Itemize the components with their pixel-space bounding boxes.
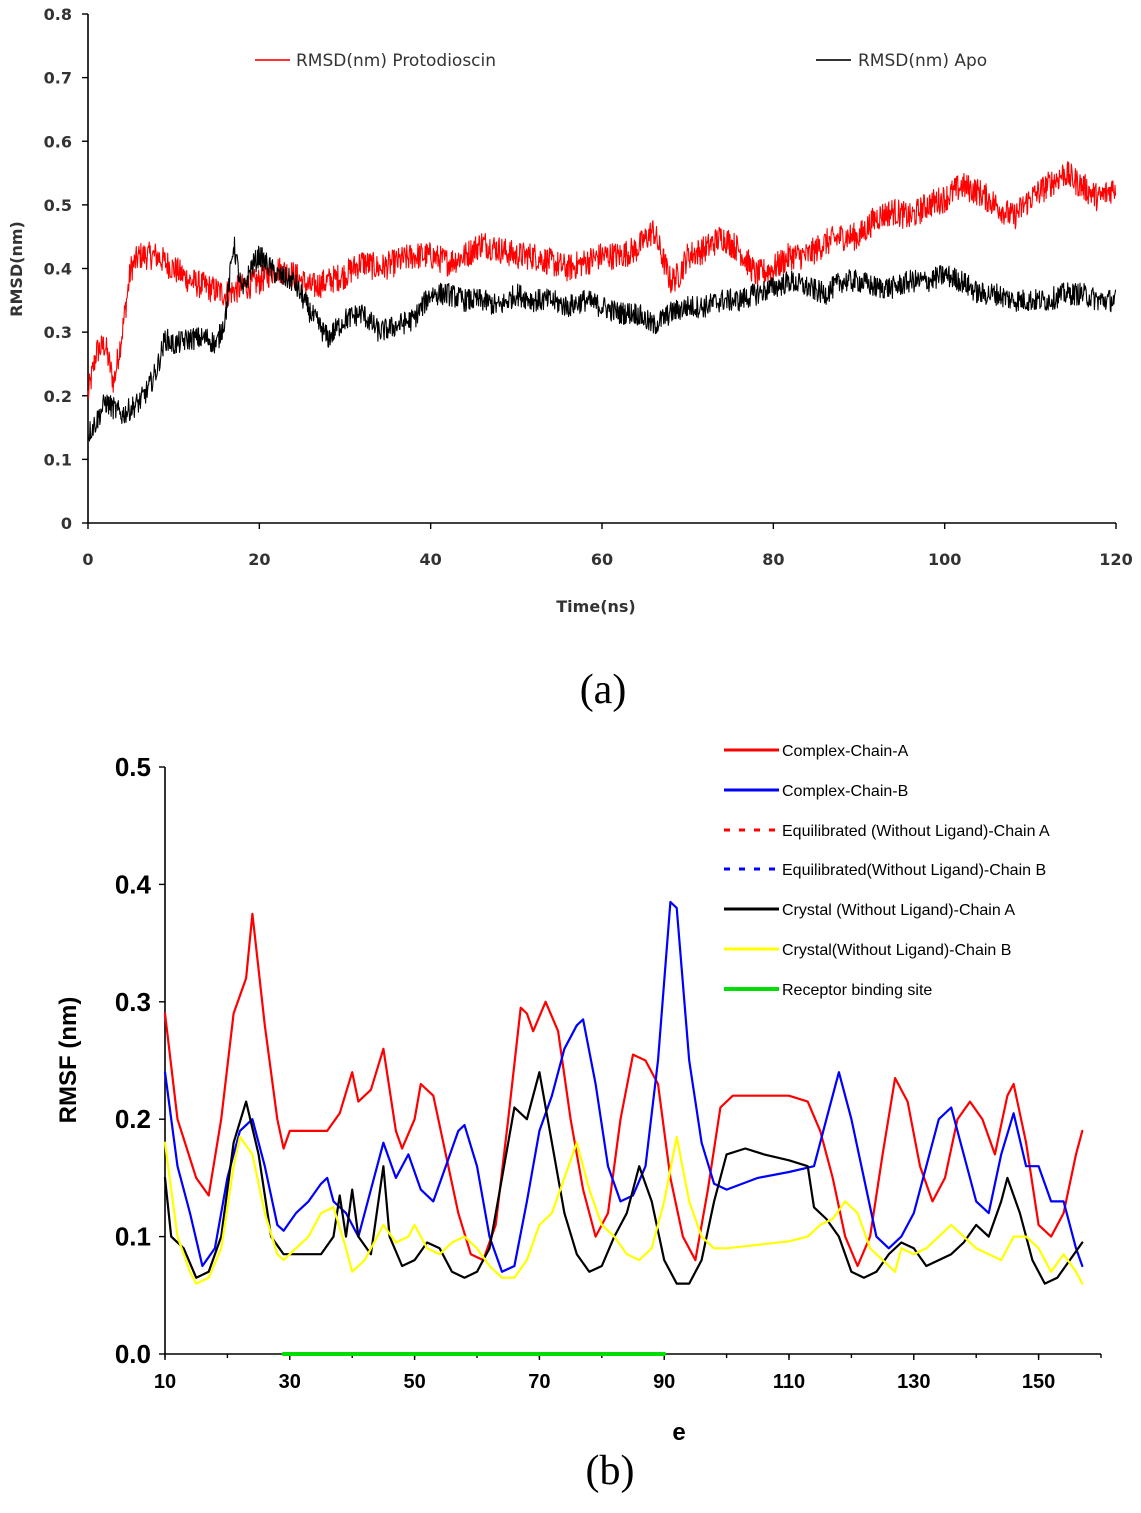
chart-b-ytick-label: 0.3 [115,987,151,1017]
chart-b-ytick-label: 0.1 [115,1222,151,1252]
chart-b-legend: Complex-Chain-A Complex-Chain-B Equilibr… [724,743,1050,999]
chart-a-rmsd: 0 0.1 0.2 0.3 0.4 0.5 0.6 0.7 0.8 0 20 40 60 80 100 120… [7,5,1133,616]
chart-b-series-line-4 [163,1071,1084,1285]
legend-b-crystal-a: Crystal (Without Ligand)-Chain A [782,902,1015,919]
legend-b-equil-a: Equilibrated (Without Ligand)-Chain A [782,823,1050,840]
chart-b-ytick-label: 0.4 [115,869,152,899]
chart-b-xtick-label: 150 [1022,1371,1055,1393]
chart-b-xtick-label: 90 [653,1371,675,1393]
chart-b-ytick-label: 0.5 [115,752,151,782]
chart-a-ytick-label: 0.5 [44,196,72,215]
chart-b-x-label: e [672,1419,685,1446]
chart-a-xtick-label: 60 [591,550,613,569]
chart-b-xtick-label: 70 [528,1371,550,1393]
chart-b-ytick-label: 0.2 [115,1104,151,1134]
chart-b-xtick-label: 110 [773,1371,805,1393]
legend-a-protodioscin: RMSD(nm) Protodioscin [296,51,496,71]
chart-a-y-label: RMSD(nm) [7,221,26,317]
chart-b-xtick-label: 10 [154,1371,176,1393]
chart-a-ytick-label: 0.1 [44,450,72,469]
chart-a-ytick-label: 0.4 [44,260,72,279]
chart-a-legend: RMSD(nm) Protodioscin RMSD(nm) Apo [255,51,987,71]
chart-a-xtick-label: 120 [1099,550,1132,569]
chart-a-x-label: Time(ns) [556,597,635,616]
chart-a-xtick-label: 100 [928,550,961,569]
legend-b-complex-a: Complex-Chain-A [782,743,909,760]
chart-a-xtick-label: 40 [420,550,442,569]
chart-a-series-line-0 [87,161,1117,400]
chart-a-ytick-label: 0.7 [44,69,72,88]
chart-a-xtick-label: 0 [82,550,93,569]
chart-a-xtick-label: 20 [248,550,270,569]
panel-label-b: (b) [586,1448,635,1494]
chart-a-ytick-label: 0.8 [44,5,72,24]
legend-a-apo: RMSD(nm) Apo [858,51,987,71]
chart-b-rmsf: 0.0 0.1 0.2 0.3 0.4 0.5 10 30 50 70 90 110 130 150 RM… [55,743,1102,1446]
legend-b-equil-b: Equilibrated(Without Ligand)-Chain B [782,862,1046,879]
chart-a-ytick-label: 0 [61,514,72,533]
chart-b-series-line-5 [163,1135,1084,1285]
chart-a-series-line-1 [87,236,1117,442]
chart-b-ytick-label: 0.0 [115,1339,151,1369]
legend-b-complex-b: Complex-Chain-B [782,783,908,800]
chart-b-xtick-label: 130 [897,1371,930,1393]
chart-b-y-label: RMSF (nm) [55,997,82,1124]
chart-a-ytick-label: 0.6 [44,132,72,151]
panel-label-a: (a) [580,667,627,713]
chart-b-xtick-label: 30 [279,1371,301,1393]
legend-b-crystal-b: Crystal(Without Ligand)-Chain B [782,942,1011,959]
chart-a-xtick-label: 80 [762,550,784,569]
chart-b-series-line-0 [163,912,1084,1268]
chart-b-series-line-1 [163,900,1084,1273]
chart-a-ytick-label: 0.2 [44,387,72,406]
legend-b-binding-site: Receptor binding site [782,982,932,999]
chart-b-xtick-label: 50 [403,1371,425,1393]
chart-a-ytick-label: 0.3 [44,323,72,342]
